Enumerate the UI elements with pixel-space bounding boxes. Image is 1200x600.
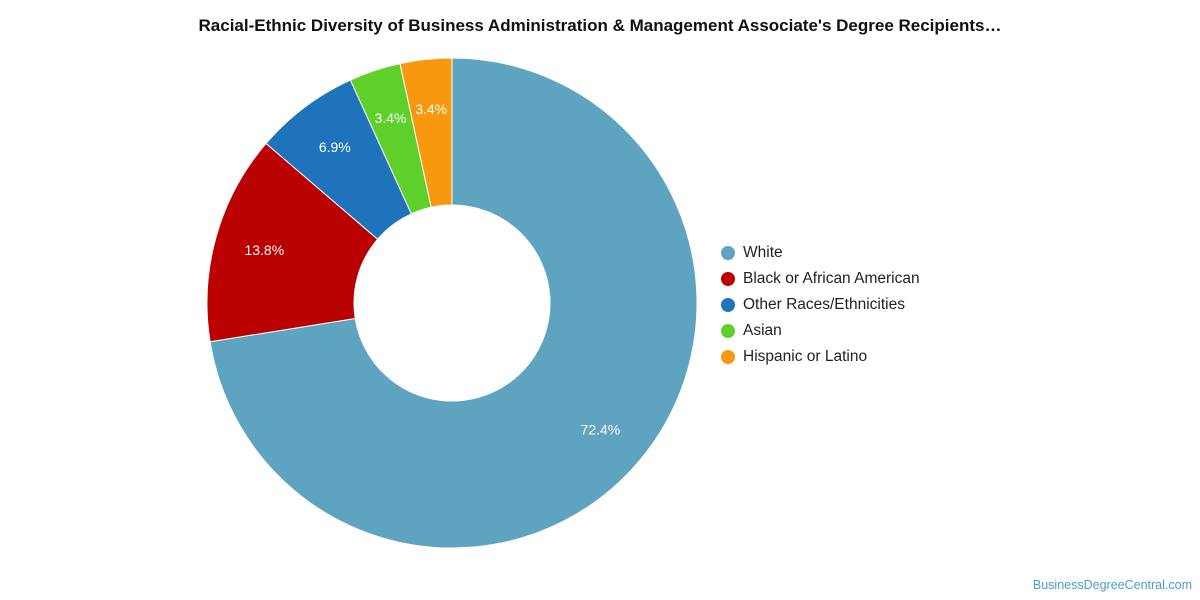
chart-title: Racial-Ethnic Diversity of Business Admi…	[198, 16, 1002, 35]
slice-label-hispanic-or-latino: 3.4%	[415, 101, 447, 117]
legend-item-hispanic-or-latino[interactable]: Hispanic or Latino	[721, 344, 920, 370]
legend-label: White	[743, 244, 783, 261]
legend-item-other-races-ethnicities[interactable]: Other Races/Ethnicities	[721, 292, 920, 318]
slice-black-or-african-american[interactable]	[206, 142, 379, 343]
legend-swatch-icon	[721, 246, 735, 260]
legend-label: Other Races/Ethnicities	[743, 296, 905, 313]
slice-label-other-races-ethnicities: 6.9%	[319, 139, 351, 155]
legend-item-black-or-african-american[interactable]: Black or African American	[721, 266, 920, 292]
slice-label-white: 72.4%	[581, 422, 621, 438]
legend-swatch-icon	[721, 272, 735, 286]
slice-label-asian: 3.4%	[375, 110, 407, 126]
legend-label: Black or African American	[743, 270, 920, 287]
legend-item-white[interactable]: White	[721, 240, 920, 266]
legend-swatch-icon	[721, 350, 735, 364]
legend-label: Asian	[743, 322, 782, 339]
legend-item-asian[interactable]: Asian	[721, 318, 920, 344]
source-credit[interactable]: BusinessDegreeCentral.com	[1032, 578, 1192, 592]
slice-hispanic-or-latino[interactable]	[399, 57, 453, 208]
legend-label: Hispanic or Latino	[743, 348, 868, 365]
slice-white[interactable]	[209, 57, 698, 549]
chart-legend: White Black or African American Other Race…	[721, 240, 920, 370]
legend-swatch-icon	[721, 324, 735, 338]
legend-swatch-icon	[721, 298, 735, 312]
slice-label-black-or-african-american: 13.8%	[244, 242, 284, 258]
